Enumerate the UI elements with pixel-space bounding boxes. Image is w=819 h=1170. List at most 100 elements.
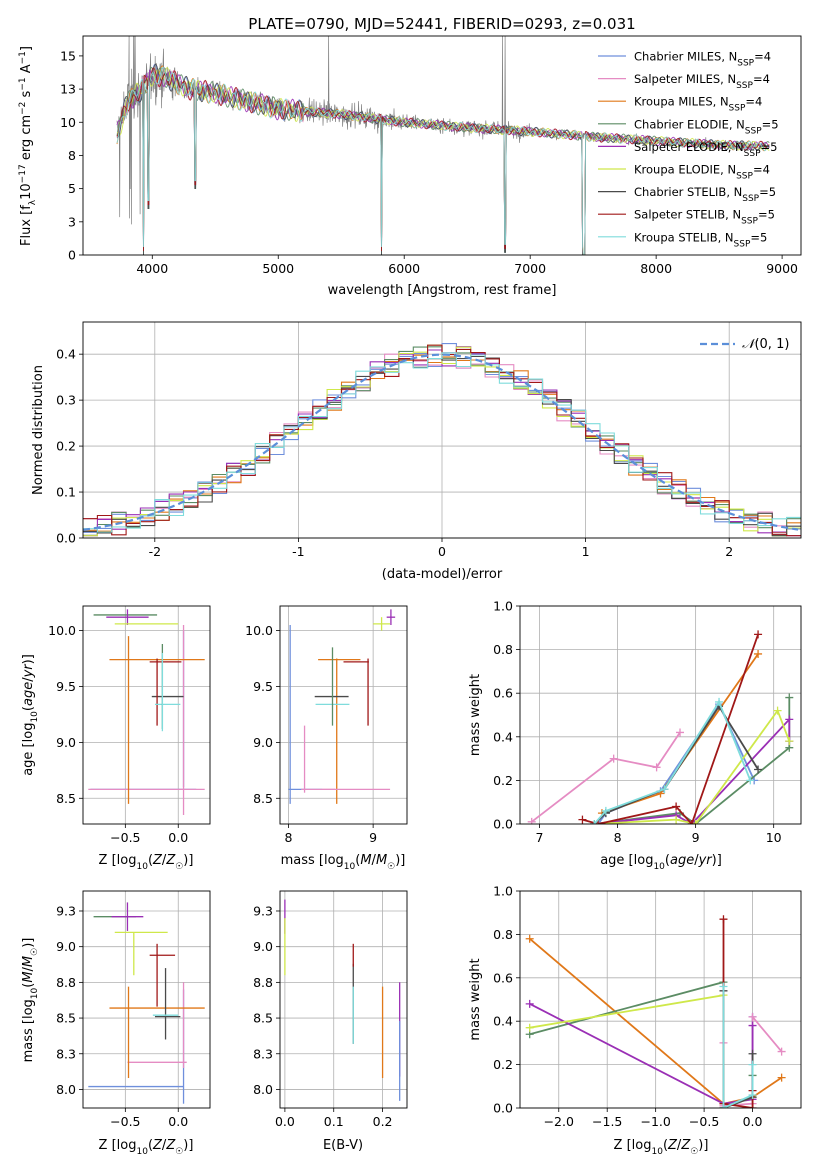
x-tick-label: 7 xyxy=(536,830,544,845)
x-tick-label: 9 xyxy=(369,830,377,845)
weight-marker xyxy=(609,754,618,763)
y-axis-label: Flux [fλ10−17 erg cm−2 s−1 A−1] xyxy=(18,46,38,246)
normal-curve xyxy=(83,353,799,531)
x-tick-label: 1 xyxy=(582,544,590,559)
x-tick-label: -2 xyxy=(149,544,161,559)
legend-label: Salpeter STELIB, NSSP=5 xyxy=(634,208,775,227)
model-spectrum-chabrier-miles xyxy=(116,63,770,255)
weight-marker xyxy=(746,776,755,785)
weight-line xyxy=(722,986,754,1108)
x-tick-label: 9 xyxy=(692,830,700,845)
axes-weight_vs_Z: −2.0 −1.5 −1.0 −0.5 0.0 0.0 0.2 0.4 0.6 0.8 1.0 xyxy=(493,884,802,1129)
y-tick-label: 0.4 xyxy=(493,1014,513,1029)
x-tick-label: 5000 xyxy=(262,261,294,276)
y-tick-label: 1.0 xyxy=(493,599,513,614)
y-axis-label: mass [log10(M/M☉)] xyxy=(21,938,40,1063)
legend-label: Kroupa ELODIE, NSSP=4 xyxy=(634,163,770,182)
weight-marker xyxy=(715,697,724,706)
weight-marker xyxy=(719,1104,728,1108)
weight-marker xyxy=(748,1090,757,1099)
x-tick-label: 0.2 xyxy=(373,1114,393,1129)
weight-line xyxy=(529,980,754,1108)
weight-marker xyxy=(525,934,534,943)
axes-frame xyxy=(82,35,802,256)
x-tick-label: 0.0 xyxy=(743,1114,763,1129)
x-tick-label: 7000 xyxy=(514,261,546,276)
legend-label: Kroupa STELIB, NSSP=5 xyxy=(634,230,767,249)
weight-line xyxy=(723,1016,754,1108)
x-axis-label: Z [log10(Z/Z☉)] xyxy=(99,1138,194,1157)
weight-marker xyxy=(691,820,700,824)
legend-label: Salpeter MILES, NSSP=4 xyxy=(634,72,770,91)
weight-marker xyxy=(672,815,681,824)
weight-marker xyxy=(527,817,536,824)
y-tick-label: 8.8 xyxy=(253,975,273,990)
plot-area-mass_vs_Z xyxy=(88,902,205,1104)
y-tick-label: 0.8 xyxy=(493,642,513,657)
weight-line xyxy=(722,919,754,1108)
axes-frame xyxy=(82,605,211,825)
y-tick-label: 0.6 xyxy=(493,970,513,985)
legend-label: Chabrier STELIB, NSSP=5 xyxy=(634,185,776,204)
y-tick-label: 0.0 xyxy=(493,1101,513,1116)
x-tick-label: 0.0 xyxy=(168,1114,188,1129)
weight-marker xyxy=(652,763,661,772)
y-tick-label: 10.0 xyxy=(245,623,273,638)
x-tick-label: 0 xyxy=(438,544,446,559)
weight-line xyxy=(594,708,791,824)
plot-area-weight_vs_age xyxy=(527,630,794,824)
x-tick-label: 8000 xyxy=(640,261,672,276)
weight-marker xyxy=(748,1060,757,1069)
model-spectrum-salpeter-stelib xyxy=(116,67,770,255)
y-axis-label: mass weight xyxy=(468,958,483,1040)
y-tick-label: 0.8 xyxy=(493,927,513,942)
weight-marker xyxy=(785,693,794,702)
weight-marker xyxy=(525,1023,534,1032)
x-tick-label: 9000 xyxy=(766,261,798,276)
model-spectrum-chabrier-stelib xyxy=(116,63,770,255)
y-tick-label: 8.0 xyxy=(56,1082,76,1097)
x-tick-label: -1 xyxy=(292,544,304,559)
y-tick-label: 8.5 xyxy=(56,1011,76,1026)
y-tick-label: 8 xyxy=(68,148,76,163)
axes-frame xyxy=(519,605,802,825)
x-tick-label: 4000 xyxy=(136,261,168,276)
y-tick-label: 0.4 xyxy=(493,729,513,744)
plot-area-mass_vs_EBV xyxy=(284,899,401,1101)
weight-marker xyxy=(754,649,763,658)
residual-histogram xyxy=(83,344,801,537)
weight-marker xyxy=(660,785,669,794)
y-tick-label: 9.0 xyxy=(253,939,273,954)
weight-marker xyxy=(590,820,599,824)
weight-marker xyxy=(719,982,728,991)
residual-histogram xyxy=(83,352,801,533)
x-tick-label: 8 xyxy=(284,830,292,845)
y-tick-label: 0.1 xyxy=(56,485,76,500)
plot-area-age_vs_mass xyxy=(288,609,396,804)
y-tick-label: 0.2 xyxy=(56,439,76,454)
weight-marker xyxy=(754,630,763,639)
x-tick-label: −0.5 xyxy=(110,830,140,845)
weight-marker xyxy=(687,820,696,824)
axes-frame xyxy=(82,890,211,1109)
weight-marker xyxy=(785,715,794,724)
weight-marker xyxy=(773,706,782,715)
y-tick-label: 9.5 xyxy=(253,679,273,694)
weight-marker xyxy=(719,915,728,924)
x-axis-label: Z [log10(Z/Z☉)] xyxy=(99,853,194,872)
axes-residuals: -2 -1 0 1 2 0.0 0.1 0.2 0.3 0.4 xyxy=(56,321,802,559)
axes-frame xyxy=(279,605,408,825)
x-tick-label: −0.5 xyxy=(110,1114,140,1129)
x-tick-label: −1.5 xyxy=(592,1114,622,1129)
weight-marker xyxy=(525,999,534,1008)
x-tick-label: 0.0 xyxy=(168,830,188,845)
axes-frame xyxy=(519,890,802,1109)
weight-line xyxy=(529,938,783,1105)
chart-title: PLATE=0790, MJD=52441, FIBERID=0293, z=0… xyxy=(248,15,635,33)
weight-marker xyxy=(594,820,603,824)
x-tick-label: −2.0 xyxy=(544,1114,574,1129)
legend-label: Kroupa MILES, NSSP=4 xyxy=(634,95,762,114)
axes-frame xyxy=(82,321,802,539)
weight-marker xyxy=(748,1021,757,1030)
